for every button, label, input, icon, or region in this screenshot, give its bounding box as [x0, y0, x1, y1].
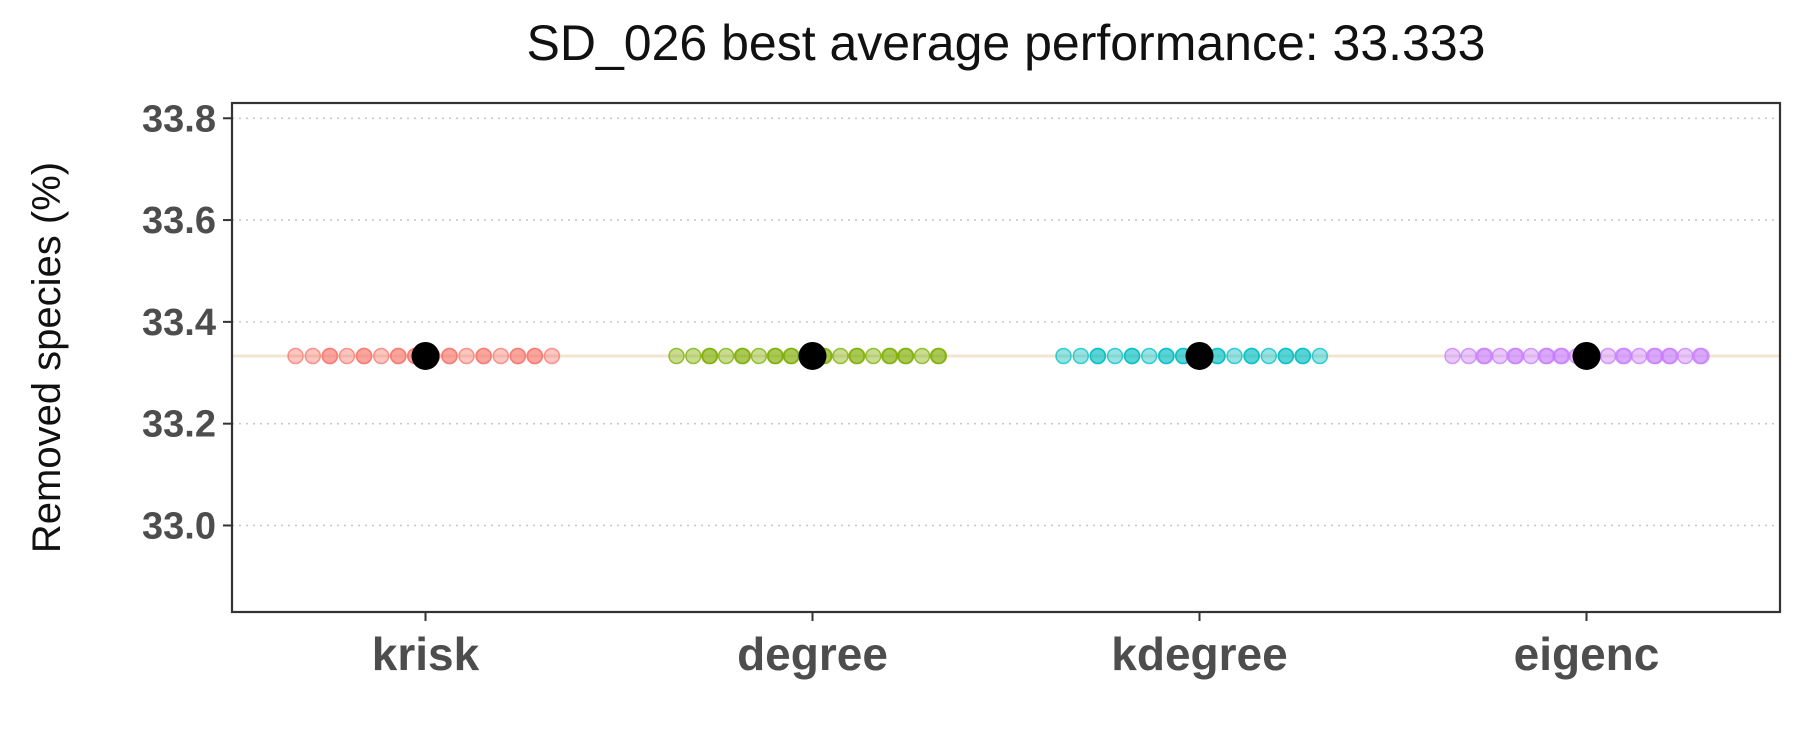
data-point-kdegree [1055, 347, 1072, 365]
data-point-krisk [338, 347, 356, 365]
data-point-krisk [492, 347, 510, 365]
data-point-krisk [304, 347, 322, 365]
data-point-kdegree [1260, 347, 1278, 365]
y-tick-label: 33.8 [142, 98, 216, 140]
x-tick-label-krisk: krisk [372, 628, 480, 680]
data-point-degree [717, 347, 735, 365]
y-axis: 33.0 33.2 33.4 33.6 33.8 [142, 98, 232, 547]
data-point-kdegree [1226, 347, 1243, 365]
data-point-degree [832, 347, 849, 365]
chart-title: SD_026 best average performance: 33.333 [526, 15, 1486, 71]
data-point-degree [929, 347, 947, 365]
data-point-eigenc [1506, 347, 1523, 365]
y-tick-label: 33.0 [142, 505, 216, 547]
data-point-degree [750, 347, 768, 365]
data-point-degree [913, 347, 931, 365]
data-point-kdegree [1243, 347, 1260, 365]
data-point-krisk [543, 347, 561, 365]
y-tick-label: 33.6 [142, 200, 216, 242]
mean-point-degree [798, 341, 827, 370]
data-point-eigenc [1522, 347, 1540, 365]
x-tick-label-kdegree: kdegree [1111, 628, 1287, 680]
data-point-degree [897, 347, 914, 365]
data-point-eigenc [1475, 347, 1492, 365]
data-point-krisk [509, 347, 526, 365]
y-axis-title: Removed species (%) [25, 162, 69, 553]
data-point-degree [782, 347, 800, 365]
data-point-krisk [321, 347, 338, 365]
data-point-kdegree [1157, 347, 1175, 365]
data-point-kdegree [1089, 347, 1106, 365]
data-point-degree [881, 347, 898, 365]
mean-point-eigenc [1572, 341, 1601, 370]
data-point-eigenc [1491, 347, 1509, 365]
x-tick-label-eigenc: eigenc [1514, 628, 1660, 680]
data-point-krisk [389, 347, 407, 365]
data-point-eigenc [1444, 347, 1461, 365]
data-point-kdegree [1072, 347, 1090, 365]
data-point-degree [848, 347, 865, 365]
data-point-kdegree [1277, 347, 1294, 365]
data-point-eigenc [1630, 347, 1648, 365]
grid-lines [232, 117, 1780, 527]
data-point-eigenc [1645, 347, 1663, 365]
data-point-kdegree [1106, 347, 1124, 365]
data-point-eigenc [1691, 347, 1709, 365]
data-point-kdegree [1123, 347, 1141, 365]
data-point-eigenc [1614, 347, 1632, 365]
data-point-degree [701, 347, 718, 365]
x-axis: krisk degree kdegree eigenc [372, 612, 1660, 680]
data-point-krisk [372, 347, 390, 365]
data-point-krisk [441, 347, 458, 365]
y-tick-label: 33.2 [142, 404, 216, 446]
data-point-kdegree [1294, 347, 1311, 365]
panel-border [230, 101, 1782, 614]
y-tick-label: 33.4 [142, 302, 216, 344]
data-point-degree [733, 347, 751, 365]
data-point-krisk [355, 347, 373, 365]
data-point-krisk [287, 347, 304, 365]
data-point-eigenc [1660, 347, 1678, 365]
data-point-degree [668, 347, 685, 365]
mean-point-kdegree [1185, 341, 1214, 370]
x-tick-label-degree: degree [737, 628, 888, 680]
data-point-degree [865, 347, 882, 365]
data-point-eigenc [1676, 347, 1694, 365]
data-point-krisk [526, 347, 543, 365]
data-point-degree [766, 347, 784, 365]
data-point-kdegree [1140, 347, 1158, 365]
data-point-krisk [475, 347, 492, 365]
data-point-degree [685, 347, 702, 365]
mean-point-krisk [411, 341, 440, 370]
data-point-eigenc [1537, 347, 1555, 365]
data-point-eigenc [1599, 347, 1617, 365]
data-point-eigenc [1552, 347, 1569, 365]
data-points [287, 341, 1710, 370]
data-point-krisk [458, 347, 475, 365]
data-point-kdegree [1311, 347, 1329, 365]
data-point-eigenc [1460, 347, 1477, 365]
